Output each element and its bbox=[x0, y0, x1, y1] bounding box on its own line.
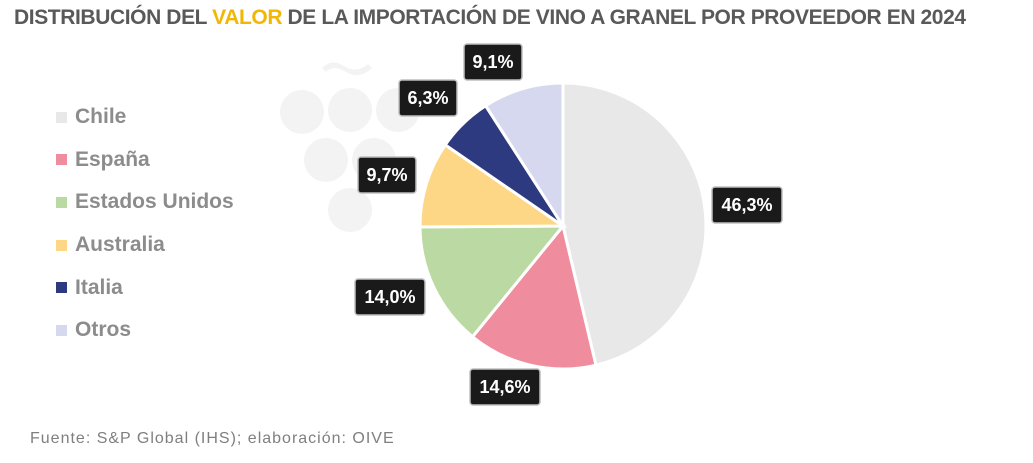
legend-item-5: Otros bbox=[56, 309, 234, 352]
data-label-text-1: 14,6% bbox=[479, 377, 530, 397]
data-label-box-5 bbox=[463, 43, 523, 81]
data-label-text-2: 14,0% bbox=[364, 287, 415, 307]
data-label-box-0 bbox=[711, 186, 783, 224]
data-label-box-1 bbox=[469, 368, 541, 406]
chart-title: DISTRIBUCIÓN DEL VALOR DE LA IMPORTACIÓN… bbox=[14, 6, 966, 30]
legend-item-3: Australia bbox=[56, 224, 234, 267]
data-label-text-5: 9,1% bbox=[472, 52, 513, 72]
data-label-box-2 bbox=[354, 278, 426, 316]
pie-slice-0 bbox=[561, 81, 708, 367]
legend-label-3: Australia bbox=[75, 233, 165, 257]
legend-item-2: Estados Unidos bbox=[56, 181, 234, 224]
legend-item-0: Chile bbox=[56, 96, 234, 139]
legend-label-4: Italia bbox=[75, 275, 123, 299]
legend-label-0: Chile bbox=[75, 105, 127, 129]
data-label-box-4 bbox=[398, 79, 458, 117]
data-label-text-4: 6,3% bbox=[407, 88, 448, 108]
legend-swatch-4 bbox=[56, 282, 67, 294]
pie-slice-3 bbox=[418, 142, 568, 229]
data-label-3: 9,7% bbox=[357, 156, 417, 194]
source-note: Fuente: S&P Global (IHS); elaboración: O… bbox=[30, 430, 395, 447]
data-label-2: 14,0% bbox=[354, 278, 426, 316]
legend-label-1: España bbox=[75, 147, 150, 171]
legend-item-4: Italia bbox=[56, 266, 234, 309]
legend-swatch-2 bbox=[56, 196, 67, 208]
data-label-1: 14,6% bbox=[469, 368, 541, 406]
legend-swatch-5 bbox=[56, 324, 67, 336]
data-label-0: 46,3% bbox=[711, 186, 783, 224]
legend-label-2: Estados Unidos bbox=[75, 190, 234, 214]
legend-swatch-1 bbox=[56, 154, 67, 166]
pie-slice-2 bbox=[418, 224, 567, 339]
title-accent: VALOR bbox=[212, 6, 283, 29]
title-part-2: DE LA IMPORTACIÓN DE VINO A GRANEL POR P… bbox=[282, 6, 967, 29]
title-part-1: DISTRIBUCIÓN DEL bbox=[14, 6, 213, 29]
data-label-text-0: 46,3% bbox=[721, 195, 772, 215]
legend-item-1: España bbox=[56, 139, 234, 182]
data-label-box-3 bbox=[357, 156, 417, 194]
legend: Chile España Estados Unidos Australia Italia… bbox=[56, 96, 234, 352]
data-label-5: 9,1% bbox=[463, 43, 523, 81]
legend-label-5: Otros bbox=[75, 318, 132, 342]
data-label-text-3: 9,7% bbox=[366, 165, 407, 185]
legend-swatch-0 bbox=[56, 111, 67, 123]
legend-swatch-3 bbox=[56, 239, 67, 251]
pie-slice-1 bbox=[470, 222, 598, 371]
data-label-4: 6,3% bbox=[398, 79, 458, 117]
pie-slice-5 bbox=[483, 81, 565, 232]
